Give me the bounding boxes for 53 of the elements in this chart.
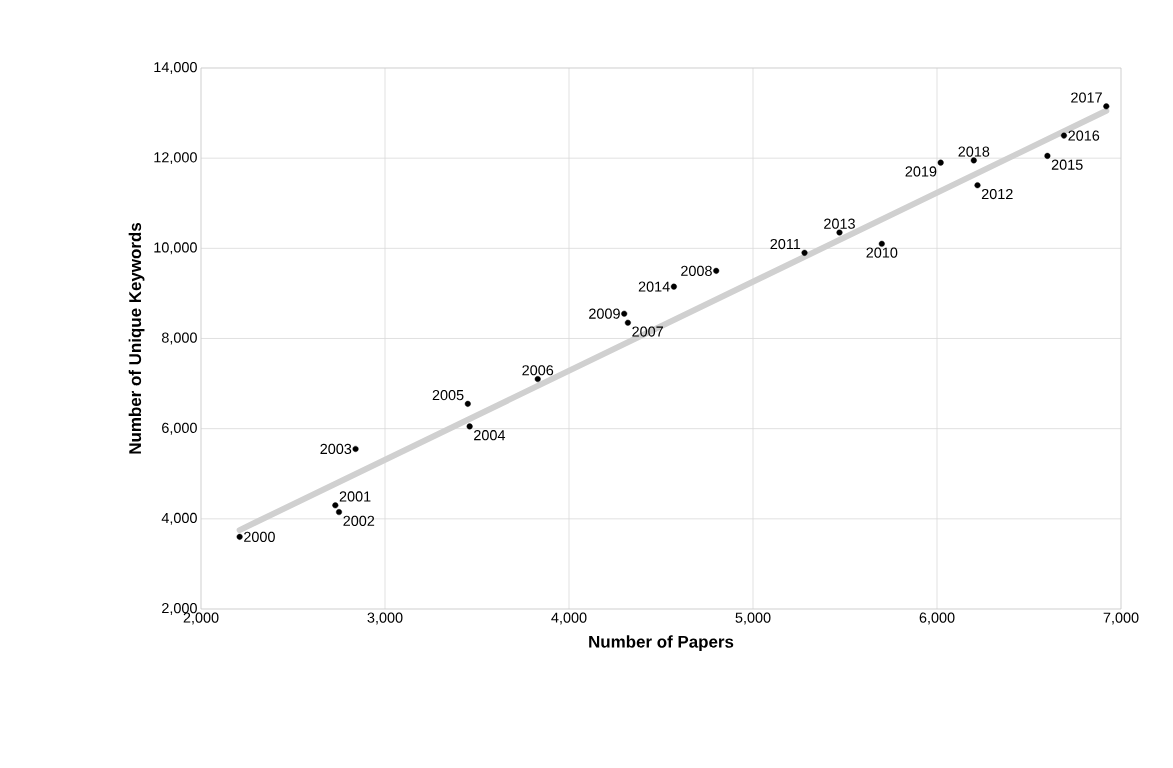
x-tick-label: 3,000 xyxy=(367,612,403,625)
point xyxy=(801,249,808,256)
annotation: 2000 xyxy=(244,531,275,542)
y-tick-label: 4,000 xyxy=(161,512,197,525)
annotation: 2001 xyxy=(339,491,371,502)
x-tick-label: 4,000 xyxy=(551,612,587,625)
annotation: 2007 xyxy=(632,326,663,337)
point xyxy=(466,423,473,430)
annotation: 2005 xyxy=(432,389,464,401)
annotation: 2008 xyxy=(681,265,712,276)
x-tick-label: 6,000 xyxy=(919,612,955,625)
y-tick-label: 6,000 xyxy=(162,422,197,435)
point xyxy=(670,283,677,290)
point xyxy=(236,533,243,540)
point xyxy=(534,376,541,383)
point xyxy=(974,182,981,189)
point xyxy=(970,157,977,164)
point xyxy=(624,319,631,326)
annotation: 2009 xyxy=(589,308,620,319)
point xyxy=(1103,103,1110,110)
annotation: 2012 xyxy=(981,188,1013,200)
annotation: 2019 xyxy=(905,166,937,177)
annotation: 2002 xyxy=(343,515,375,526)
annotation: 2003 xyxy=(320,443,352,455)
x-axis-title: Number of Papers xyxy=(589,635,734,652)
annotation: 2011 xyxy=(770,238,801,250)
point xyxy=(1060,132,1067,139)
point xyxy=(332,502,339,509)
point xyxy=(336,509,342,516)
point xyxy=(1044,152,1051,159)
x-tick-label: 5,000 xyxy=(735,612,771,625)
y-tick-label: 12,000 xyxy=(154,152,197,165)
y-tick-label: 8,000 xyxy=(161,332,197,345)
point xyxy=(352,445,359,452)
annotation: 2013 xyxy=(824,218,855,229)
annotation: 2015 xyxy=(1051,159,1083,170)
annotation: 2006 xyxy=(522,365,554,376)
y-axis-title: Number of Unique Keywords xyxy=(128,222,145,454)
y-tick-label: 14,000 xyxy=(154,62,197,74)
annotation: 2016 xyxy=(1068,130,1100,141)
annotation: 2004 xyxy=(474,430,506,441)
point xyxy=(464,400,471,407)
point xyxy=(713,267,720,274)
annotation: 2014 xyxy=(638,281,670,292)
point xyxy=(836,229,843,236)
y-tick-label: 10,000 xyxy=(154,242,197,255)
point xyxy=(937,159,944,166)
annotation: 2010 xyxy=(866,247,898,258)
x-tick-label: 7,000 xyxy=(1103,612,1139,625)
point xyxy=(878,240,885,247)
annotation: 2018 xyxy=(958,146,990,157)
annotation: 2017 xyxy=(1071,92,1102,103)
point xyxy=(621,310,628,317)
